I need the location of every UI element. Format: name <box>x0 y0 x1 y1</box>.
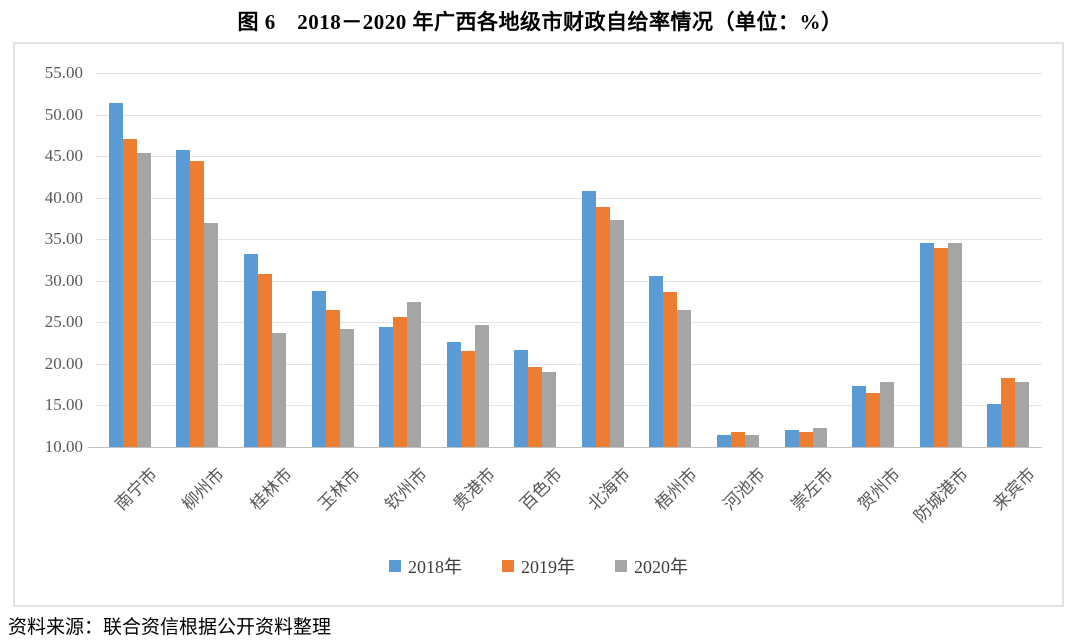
legend-label-2018: 2018年 <box>408 557 462 577</box>
bar-series2-cat3 <box>339 328 354 447</box>
bar-series1-cat2 <box>257 274 272 447</box>
x-axis-category-label: 河池市 <box>719 464 769 515</box>
bar-series2-cat7 <box>609 220 624 447</box>
legend-swatch-2018-icon <box>389 560 401 572</box>
bar-series2-cat10 <box>812 427 827 447</box>
bar-series0-cat5 <box>446 342 461 447</box>
y-axis-tick-label: 35.00 <box>44 229 83 249</box>
gridline <box>96 73 1042 74</box>
bar-series1-cat8 <box>663 291 678 447</box>
legend-label-2020: 2020年 <box>634 557 688 577</box>
bar-series2-cat8 <box>677 309 692 447</box>
bar-series2-cat4 <box>407 301 422 447</box>
bar-series0-cat6 <box>514 349 529 447</box>
bar-series1-cat3 <box>325 309 340 447</box>
y-axis-tick-label: 55.00 <box>44 63 83 82</box>
x-axis-category-label: 百色市 <box>516 464 567 515</box>
bar-series1-cat12 <box>933 248 948 447</box>
gridline <box>96 405 1042 407</box>
x-axis-category-label: 防城港市 <box>910 464 972 527</box>
source-note: 资料来源：联合资信根据公开资料整理 <box>8 617 332 638</box>
bar-series1-cat11 <box>866 392 881 447</box>
legend-label-2019: 2019年 <box>521 557 575 577</box>
x-axis-category-label: 北海市 <box>584 464 634 515</box>
bar-series0-cat8 <box>649 275 664 447</box>
bar-series2-cat11 <box>880 382 895 447</box>
gridline <box>96 239 1042 241</box>
bar-series2-cat2 <box>271 333 286 447</box>
bar-series0-cat1 <box>176 150 191 447</box>
y-axis-tick-label: 15.00 <box>44 395 83 415</box>
bar-series0-cat13 <box>987 403 1002 447</box>
bar-series1-cat13 <box>1001 378 1016 447</box>
bar-series2-cat13 <box>1015 382 1030 447</box>
x-axis-category-label: 南宁市 <box>111 464 161 515</box>
bar-series0-cat12 <box>919 243 934 447</box>
bar-series1-cat5 <box>460 350 475 447</box>
gridline <box>96 322 1042 324</box>
x-axis-category-label: 柳州市 <box>178 464 229 515</box>
bar-series0-cat4 <box>379 327 394 447</box>
legend-swatch-2019-icon <box>502 560 514 572</box>
legend-swatch-2020-icon <box>615 560 627 572</box>
gridline <box>96 114 1042 116</box>
legend: 2018年 2019年 2020年 <box>15 553 1062 579</box>
x-axis-category-label: 崇左市 <box>786 464 837 515</box>
bar-series2-cat5 <box>474 324 489 447</box>
bar-series0-cat0 <box>108 102 123 447</box>
bar-series0-cat3 <box>311 290 326 447</box>
bar-series1-cat10 <box>798 432 813 447</box>
legend-item-2020: 2020年 <box>615 553 688 579</box>
y-axis-tick-label: 45.00 <box>44 146 83 166</box>
bar-series1-cat4 <box>393 317 408 447</box>
gridline <box>96 280 1042 282</box>
x-axis-line <box>88 447 1042 448</box>
plot-area <box>88 73 1042 448</box>
x-axis-category-label: 钦州市 <box>381 464 432 515</box>
bar-series1-cat6 <box>528 367 543 447</box>
bar-series0-cat11 <box>852 386 867 447</box>
y-axis-tick-label: 30.00 <box>44 270 83 290</box>
bar-series2-cat0 <box>136 152 151 447</box>
x-axis-category-label: 贵港市 <box>449 464 499 515</box>
bar-series1-cat0 <box>122 138 137 447</box>
chart-box: 55.00 50.00 45.00 40.00 35.00 30.00 25.00 20.00… <box>13 42 1064 607</box>
x-axis-category-label: 来宾市 <box>989 464 1040 515</box>
x-axis-category-label: 桂林市 <box>246 464 296 515</box>
x-axis-category-label: 贺州市 <box>854 464 905 515</box>
y-axis-tick-label: 25.00 <box>44 312 83 332</box>
bar-series2-cat1 <box>204 222 219 447</box>
bar-series2-cat9 <box>744 434 759 447</box>
bar-series0-cat7 <box>581 191 596 447</box>
x-axis-category-label: 玉林市 <box>313 464 364 515</box>
y-axis-tick-label: 50.00 <box>44 104 83 124</box>
bar-series0-cat2 <box>243 254 258 447</box>
bar-series2-cat6 <box>542 372 557 447</box>
bar-series1-cat7 <box>595 206 610 447</box>
bar-series2-cat12 <box>947 243 962 447</box>
y-axis-tick-label: 10.00 <box>44 437 83 456</box>
y-axis-tick-label: 20.00 <box>44 353 83 373</box>
bar-series0-cat9 <box>716 435 731 447</box>
chart-title: 图 6 2018－2020 年广西各地级市财政自给率情况（单位：%） <box>237 10 843 34</box>
bar-series0-cat10 <box>784 429 799 447</box>
y-axis-tick-label: 40.00 <box>44 187 83 207</box>
gridline <box>96 156 1042 158</box>
legend-item-2019: 2019年 <box>502 553 575 579</box>
legend-item-2018: 2018年 <box>389 553 462 579</box>
x-axis-category-label: 梧州市 <box>651 464 702 515</box>
bar-series1-cat9 <box>730 432 745 447</box>
gridline <box>96 363 1042 365</box>
y-axis: 55.00 50.00 45.00 40.00 35.00 30.00 25.00 20.00… <box>15 44 83 605</box>
gridline <box>96 197 1042 199</box>
bar-series1-cat1 <box>190 161 205 447</box>
